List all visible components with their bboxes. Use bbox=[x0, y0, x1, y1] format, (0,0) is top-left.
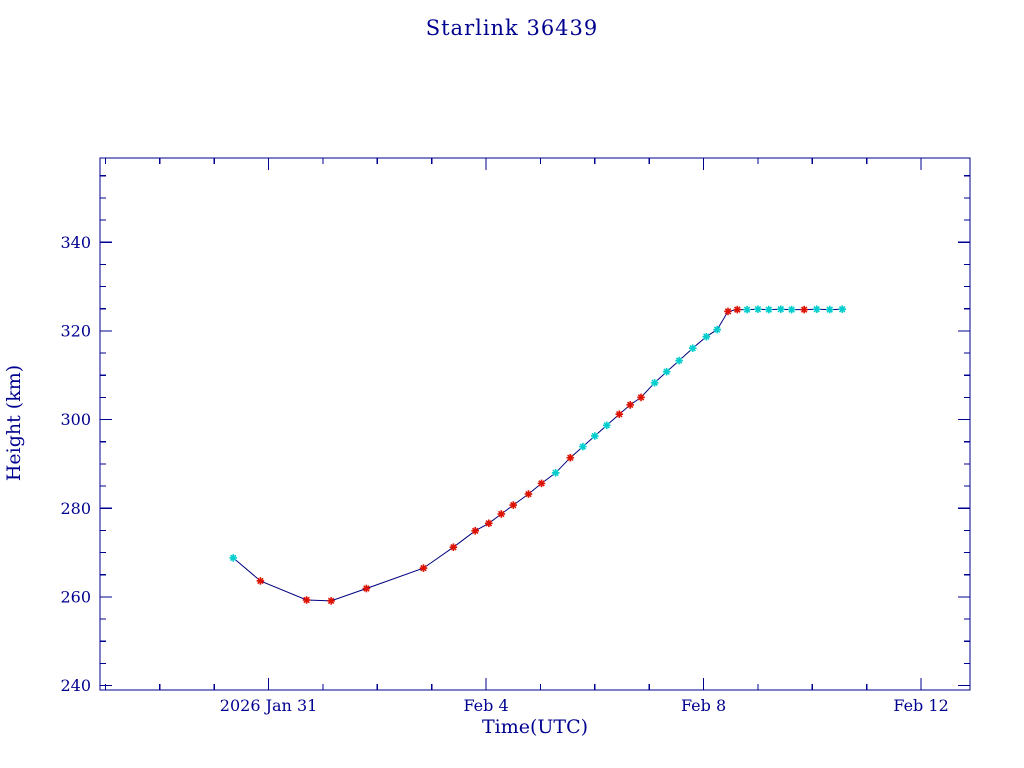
data-point-marker bbox=[229, 554, 237, 562]
data-point-marker bbox=[524, 490, 533, 498]
data-point-marker bbox=[449, 543, 458, 551]
x-tick-label: Feb 4 bbox=[463, 696, 508, 715]
data-point-marker bbox=[566, 453, 575, 462]
data-point-marker bbox=[471, 527, 479, 535]
height-trend-line bbox=[232, 308, 843, 602]
data-point-marker bbox=[302, 596, 311, 604]
data-point-marker bbox=[626, 401, 634, 409]
data-point-marker bbox=[812, 305, 821, 313]
data-point-marker bbox=[754, 305, 762, 313]
data-point-marker bbox=[362, 584, 371, 593]
y-tick-label: 280 bbox=[60, 499, 91, 518]
data-point-marker bbox=[800, 305, 808, 314]
x-tick-label: 2026 Jan 31 bbox=[220, 696, 318, 715]
data-point-marker bbox=[777, 305, 785, 313]
data-point-marker bbox=[327, 597, 335, 605]
data-point-marker bbox=[688, 344, 697, 352]
data-point-marker bbox=[485, 519, 493, 528]
data-point-marker bbox=[537, 479, 546, 488]
data-point-marker bbox=[551, 469, 560, 477]
x-axis-label: Time(UTC) bbox=[481, 716, 589, 738]
data-point-marker bbox=[662, 367, 671, 376]
data-point-marker bbox=[675, 356, 683, 365]
data-point-marker bbox=[702, 332, 711, 341]
data-point-marker bbox=[650, 379, 659, 387]
data-point-marker bbox=[419, 564, 428, 572]
data-point-marker bbox=[765, 305, 773, 314]
y-tick-label: 260 bbox=[60, 588, 91, 607]
data-point-marker bbox=[838, 305, 846, 313]
data-point-marker bbox=[256, 577, 265, 585]
data-point-marker bbox=[733, 305, 742, 314]
data-point-marker bbox=[615, 410, 624, 418]
data-point-marker bbox=[743, 305, 751, 314]
y-axis-label: Height (km) bbox=[3, 364, 25, 482]
data-point-marker bbox=[724, 307, 732, 316]
y-tick-label: 340 bbox=[60, 233, 91, 252]
y-tick-label: 240 bbox=[60, 676, 91, 695]
data-point-marker bbox=[591, 432, 599, 440]
x-tick-label: Feb 12 bbox=[893, 696, 948, 715]
chart-title: Starlink 36439 bbox=[425, 16, 599, 40]
data-point-marker bbox=[825, 305, 834, 314]
data-point-marker bbox=[509, 501, 517, 509]
data-point-marker bbox=[787, 305, 796, 314]
data-point-marker bbox=[603, 421, 611, 430]
data-point-marker bbox=[497, 510, 506, 518]
y-tick-label: 320 bbox=[60, 322, 91, 341]
data-point-marker bbox=[637, 393, 645, 402]
data-point-marker bbox=[713, 325, 721, 334]
x-tick-label: Feb 8 bbox=[681, 696, 726, 715]
y-tick-label: 300 bbox=[60, 410, 91, 429]
data-point-marker bbox=[579, 442, 587, 451]
